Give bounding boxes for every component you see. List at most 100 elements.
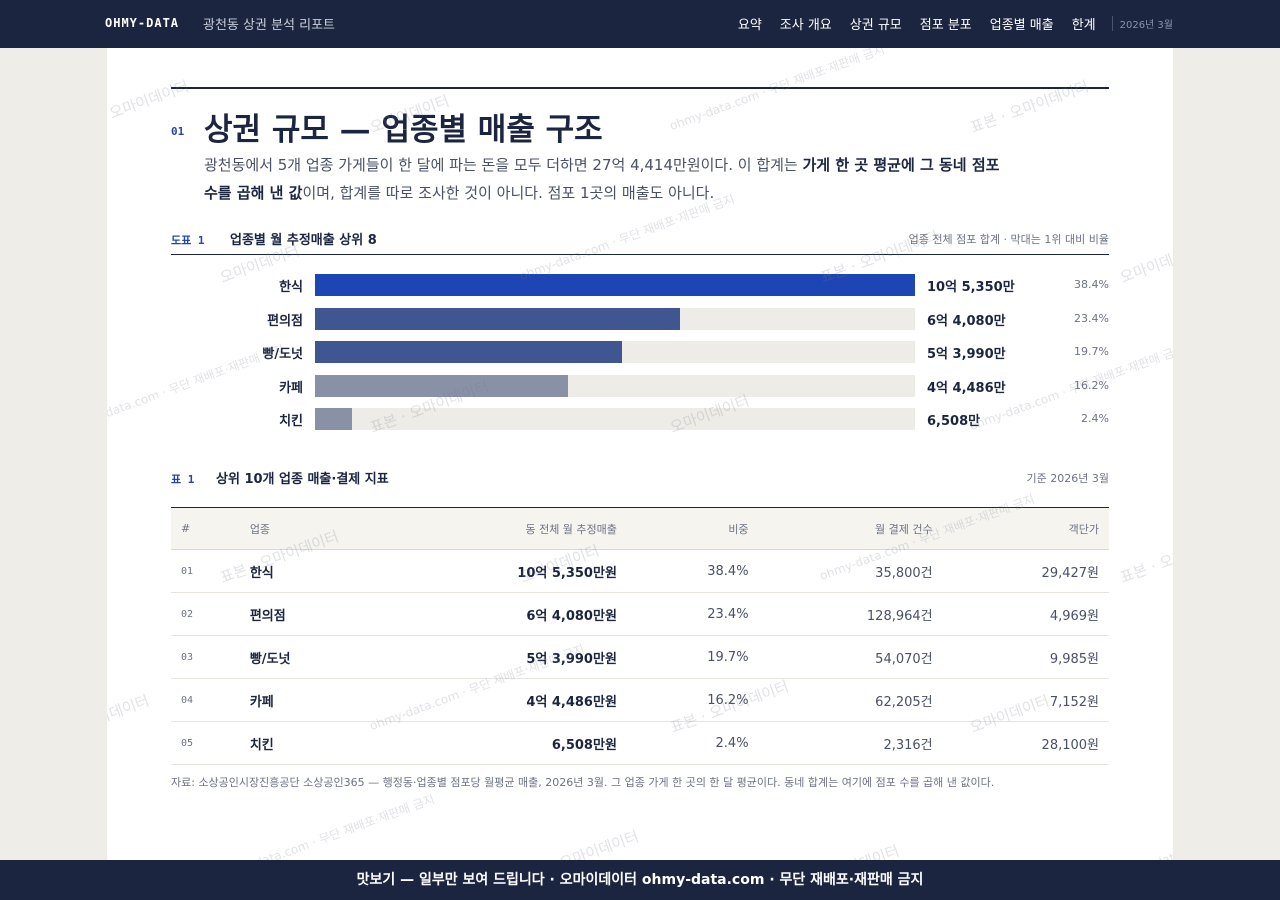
table-label: 표 1 — [171, 473, 195, 486]
cell: 편의점 — [239, 592, 371, 636]
row-number: 03 — [171, 635, 240, 679]
column-header: 월 결제 건수 — [758, 507, 943, 550]
figure-header: 도표 1 업종별 월 추정매출 상위 8 업종 전체 점포 합계 · 막대는 1… — [171, 228, 1109, 255]
source-note: 자료: 소상공인시장진흥공단 소상공인365 — 행정동·업종별 점포당 월평균… — [171, 776, 995, 789]
cell: 35,800건 — [758, 549, 943, 593]
nav-link[interactable]: 요약 — [737, 18, 762, 33]
bar-category: 치킨 — [279, 414, 303, 430]
figure-title: 업종별 월 추정매출 상위 8 — [230, 233, 377, 248]
cell: 카페 — [239, 678, 371, 722]
watermark: 오마이데이터 — [817, 840, 902, 860]
table-row: 01 한식 10억 5,350만원 38.4% 35,800건 29,427원 — [171, 549, 1109, 593]
bar-value-label: 10억 5,350만 — [927, 280, 1015, 295]
cell: 19.7% — [626, 635, 759, 679]
report-title: 광천동 상권 분석 리포트 — [203, 18, 335, 33]
watermark: 오마이데이터 — [107, 691, 152, 737]
section-intro: 광천동에서 5개 업종 가게들이 한 달에 파는 돈을 모두 더하면 27억 4… — [204, 151, 1004, 207]
row-number: 01 — [171, 549, 240, 593]
nav-link[interactable]: 조사 개요 — [779, 18, 832, 33]
intro-text: 이며, 합계를 따로 조사한 것이 아니다. 점포 1곳의 매출도 아니다. — [302, 184, 715, 202]
bar-share: 19.7% — [1074, 345, 1109, 359]
footer-banner: 맛보기 — 일부만 보여 드립니다 · 오마이데이터 ohmy-data.com… — [0, 860, 1280, 900]
watermark: 오마이데이터 — [1117, 241, 1173, 287]
watermark: 표본 · 오마이데이터 — [967, 77, 1092, 137]
nav-link[interactable]: 한계 — [1071, 18, 1096, 33]
bar — [315, 341, 623, 364]
cell: 4,969원 — [942, 592, 1109, 636]
table-row: 04 카페 4억 4,486만원 16.2% 62,205건 7,152원 — [171, 678, 1109, 722]
table-row: 02 편의점 6억 4,080만원 23.4% 128,964건 4,969원 — [171, 592, 1109, 636]
bar-category: 카페 — [279, 380, 303, 396]
row-number: 05 — [171, 721, 240, 765]
bar-share: 38.4% — [1074, 278, 1109, 291]
bar — [315, 374, 569, 397]
cell: 2.4% — [626, 721, 759, 765]
cell: 7,152원 — [942, 678, 1109, 722]
watermark: ohmy-data.com · 무단 재배포·재판매 금지 — [1117, 790, 1173, 860]
cell: 29,427원 — [942, 549, 1109, 593]
top-nav: OHMY-DATA 광천동 상권 분석 리포트 요약 조사 개요 상권 규모 점포 분… — [0, 0, 1280, 48]
intro-text: 광천동에서 5개 업종 가게들이 한 달에 파는 돈을 모두 더하면 27억 4… — [204, 156, 803, 174]
table-row: 05 치킨 6,508만원 2.4% 2,316건 28,100원 — [171, 721, 1109, 765]
section-title: 상권 규모 — 업종별 매출 구조 — [204, 112, 603, 148]
column-header: 업종 — [239, 507, 371, 550]
table-title: 상위 10개 업종 매출·결제 지표 — [216, 472, 389, 487]
figure-label: 도표 1 — [171, 234, 205, 247]
bar-share: 23.4% — [1074, 311, 1109, 325]
bar-row: 한식 10억 5,350만 38.4% — [171, 274, 1109, 296]
cell: 치킨 — [239, 721, 371, 765]
bar-row: 편의점 6억 4,080만 23.4% — [171, 307, 1109, 330]
bar-category: 편의점 — [267, 313, 303, 329]
table-header: 표 1 상위 10개 업종 매출·결제 지표 기준 2026년 3월 — [171, 467, 1109, 493]
bar-category: 한식 — [279, 280, 303, 295]
nav-link[interactable]: 업종별 매출 — [989, 18, 1054, 33]
bar — [315, 307, 680, 330]
cell: 23.4% — [626, 592, 759, 636]
section-number: 01 — [171, 125, 185, 138]
bar-value-label: 6,508만 — [927, 414, 981, 430]
cell: 6,508만원 — [370, 721, 627, 765]
cell: 빵/도넛 — [239, 635, 371, 679]
watermark: ohmy-data.com · 무단 재배포·재판매 금지 — [667, 48, 887, 134]
cell: 9,985원 — [942, 635, 1109, 679]
cell: 2,316건 — [758, 721, 943, 765]
column-header: 비중 — [626, 507, 759, 550]
bar-track — [315, 374, 915, 397]
cell: 38.4% — [626, 549, 759, 593]
watermark: 표본 · 오마이데이터 — [517, 827, 642, 860]
cell: 한식 — [239, 549, 371, 593]
bar-track — [315, 307, 915, 330]
watermark: 표본 · 오마이데이터 — [1117, 527, 1173, 587]
bar — [315, 408, 353, 431]
column-header: 동 전체 월 추정매출 — [370, 507, 627, 550]
row-number: 04 — [171, 678, 240, 722]
bar-track — [315, 341, 915, 364]
cell: 10억 5,350만원 — [370, 549, 627, 593]
bar-value-label: 6억 4,080만 — [927, 313, 1006, 329]
section-rule — [171, 87, 1109, 89]
intro-emphasis: 가게 한 곳 평균에 그 동네 점포 수를 곱해 낸 값 — [204, 156, 1000, 202]
data-table: # 업종 동 전체 월 추정매출 비중 월 결제 건수 객단가 01 한식 10억 5,350만… — [171, 507, 1109, 765]
table-note: 기준 2026년 3월 — [1026, 472, 1109, 485]
bar-row: 빵/도넛 5억 3,990만 19.7% — [171, 341, 1109, 364]
bar-track — [315, 408, 915, 431]
brand[interactable]: OHMY-DATA — [105, 16, 180, 30]
nav-date: 2026년 3월 — [1111, 16, 1173, 31]
bar-value-label: 4억 4,486만 — [927, 380, 1006, 396]
bar-category: 빵/도넛 — [262, 347, 303, 363]
bar-row: 치킨 6,508만 2.4% — [171, 408, 1109, 431]
cell: 6억 4,080만원 — [370, 592, 627, 636]
cell: 16.2% — [626, 678, 759, 722]
table-row: 03 빵/도넛 5억 3,990만원 19.7% 54,070건 9,985원 — [171, 635, 1109, 679]
column-header: 객단가 — [942, 507, 1109, 550]
nav-link[interactable]: 상권 규모 — [849, 18, 902, 33]
cell: 28,100원 — [942, 721, 1109, 765]
watermark: ohmy-data.com · 무단 재배포·재판매 금지 — [217, 792, 437, 860]
nav-link[interactable]: 점포 분포 — [919, 18, 972, 33]
figure-note: 업종 전체 점포 합계 · 막대는 1위 대비 비율 — [908, 233, 1109, 246]
table-header-row: # 업종 동 전체 월 추정매출 비중 월 결제 건수 객단가 — [171, 507, 1109, 550]
cell: 4억 4,486만원 — [370, 678, 627, 722]
nav-links: 요약 조사 개요 상권 규모 점포 분포 업종별 매출 한계 2026년 3월 — [738, 14, 1173, 33]
cell: 128,964건 — [758, 592, 943, 636]
